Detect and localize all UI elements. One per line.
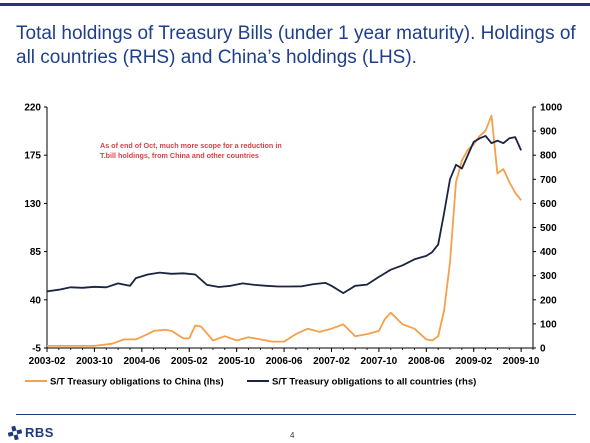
x-tick-label: 2009-02 bbox=[455, 356, 492, 367]
y-tick-label-left: 220 bbox=[24, 103, 41, 114]
bottom-rule bbox=[16, 414, 576, 415]
annotation-text: As of end of Oct, much more scope for a … bbox=[100, 141, 282, 150]
page-number: 4 bbox=[290, 431, 295, 440]
y-tick-label-right: 100 bbox=[540, 319, 557, 330]
legend-label-china: S/T Treasury obligations to China (lhs) bbox=[50, 377, 224, 388]
y-tick-label-right: 0 bbox=[540, 344, 546, 355]
x-tick-label: 2006-06 bbox=[266, 356, 303, 367]
annotation-text: T.bill holdings, from China and other co… bbox=[100, 151, 259, 160]
y-tick-label-right: 400 bbox=[540, 247, 557, 258]
y-tick-label-right: 700 bbox=[540, 175, 557, 186]
y-tick-label-right: 800 bbox=[540, 151, 557, 162]
plot-area: -5 40 85 130 175 220 0 100 200 300 400 500 600 700 800… bbox=[24, 103, 562, 388]
x-tick-label: 2007-10 bbox=[361, 356, 398, 367]
y-tick-label-right: 300 bbox=[540, 271, 557, 282]
y-tick-label-left: 175 bbox=[24, 151, 41, 162]
y-tick-label-right: 900 bbox=[540, 127, 557, 138]
y-tick-label-right: 500 bbox=[540, 223, 557, 234]
rbs-logo: RBS bbox=[8, 425, 54, 440]
x-tick-label: 2005-02 bbox=[171, 356, 208, 367]
page-title: Total holdings of Treasury Bills (under … bbox=[16, 23, 576, 68]
y-tick-label-right: 1000 bbox=[540, 103, 563, 114]
x-tick-label: 2004-06 bbox=[123, 356, 160, 367]
x-tick-label: 2003-02 bbox=[29, 356, 66, 367]
y-tick-label-left: 130 bbox=[24, 199, 41, 210]
series-line-all-countries bbox=[46, 134, 522, 295]
x-tick-label: 2007-02 bbox=[313, 356, 350, 367]
x-tick-label: 2008-06 bbox=[408, 356, 445, 367]
y-tick-label-left: 85 bbox=[30, 247, 42, 258]
x-tick-label: 2003-10 bbox=[76, 356, 113, 367]
y-tick-label-left: 40 bbox=[30, 295, 42, 306]
legend-label-all-countries: S/T Treasury obligations to all countrie… bbox=[272, 377, 476, 388]
x-tick-label: 2005-10 bbox=[218, 356, 255, 367]
logo-text: RBS bbox=[25, 425, 54, 440]
chart: -5 40 85 130 175 220 0 100 200 300 400 500 600 700 800… bbox=[24, 103, 562, 388]
y-tick-label-left: -5 bbox=[32, 344, 41, 355]
rbs-daisy-icon bbox=[8, 425, 22, 440]
y-tick-label-right: 200 bbox=[540, 295, 557, 306]
top-rule bbox=[0, 3, 590, 6]
x-tick-label: 2009-10 bbox=[503, 356, 540, 367]
y-tick-label-right: 600 bbox=[540, 199, 557, 210]
